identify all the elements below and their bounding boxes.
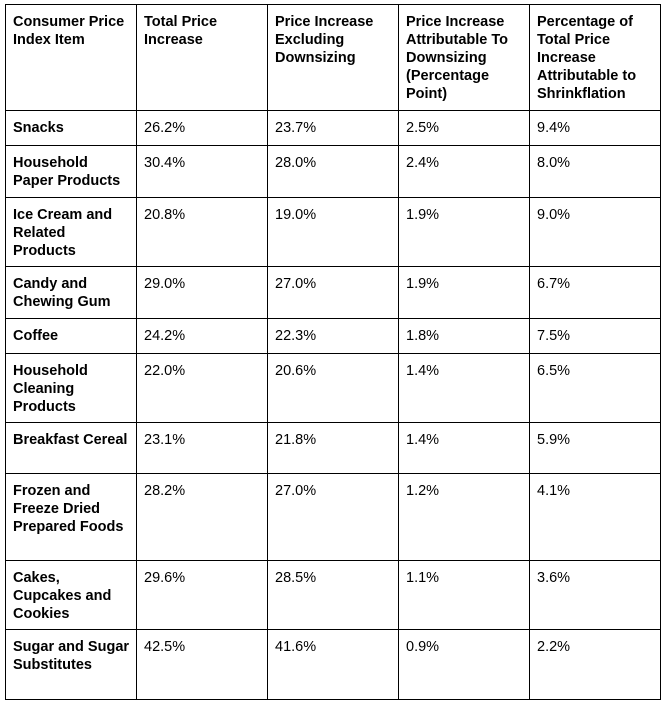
cell-downsizing: 1.9% xyxy=(398,197,530,267)
cell-item: Snacks xyxy=(5,110,137,146)
cell-item: Coffee xyxy=(5,318,137,354)
cell-shrinkflation-share: 7.5% xyxy=(529,318,661,354)
cell-excluding-downsizing: 27.0% xyxy=(267,266,399,319)
table-row: Cakes, Cupcakes and Cookies 29.6% 28.5% … xyxy=(5,560,661,630)
table-row: Sugar and Sugar Substitutes 42.5% 41.6% … xyxy=(5,629,661,700)
cell-shrinkflation-share: 2.2% xyxy=(529,629,661,700)
table-row: Household Paper Products 30.4% 28.0% 2.4… xyxy=(5,145,661,198)
cell-total-increase: 20.8% xyxy=(136,197,268,267)
cell-item: Cakes, Cupcakes and Cookies xyxy=(5,560,137,630)
cell-total-increase: 23.1% xyxy=(136,422,268,474)
cell-downsizing: 1.2% xyxy=(398,473,530,561)
cell-shrinkflation-share: 6.7% xyxy=(529,266,661,319)
cell-downsizing: 2.5% xyxy=(398,110,530,146)
header-price-increase-excluding-downsizing: Price Increase Excluding Downsizing xyxy=(267,4,399,111)
table-header-row: Consumer Price Index Item Total Price In… xyxy=(5,4,661,111)
cell-item: Frozen and Freeze Dried Prepared Foods xyxy=(5,473,137,561)
cell-total-increase: 28.2% xyxy=(136,473,268,561)
cpi-shrinkflation-table: Consumer Price Index Item Total Price In… xyxy=(5,4,661,700)
table-row: Breakfast Cereal 23.1% 21.8% 1.4% 5.9% xyxy=(5,422,661,474)
cell-shrinkflation-share: 4.1% xyxy=(529,473,661,561)
cell-downsizing: 0.9% xyxy=(398,629,530,700)
cell-shrinkflation-share: 5.9% xyxy=(529,422,661,474)
cell-downsizing: 1.4% xyxy=(398,422,530,474)
header-price-increase-downsizing: Price Increase Attributable To Downsizin… xyxy=(398,4,530,111)
table-row: Snacks 26.2% 23.7% 2.5% 9.4% xyxy=(5,110,661,146)
cell-shrinkflation-share: 9.4% xyxy=(529,110,661,146)
cell-total-increase: 29.0% xyxy=(136,266,268,319)
cell-total-increase: 24.2% xyxy=(136,318,268,354)
cell-downsizing: 1.1% xyxy=(398,560,530,630)
cell-total-increase: 42.5% xyxy=(136,629,268,700)
cell-excluding-downsizing: 23.7% xyxy=(267,110,399,146)
cell-item: Breakfast Cereal xyxy=(5,422,137,474)
cell-excluding-downsizing: 22.3% xyxy=(267,318,399,354)
cell-total-increase: 29.6% xyxy=(136,560,268,630)
table-row: Coffee 24.2% 22.3% 1.8% 7.5% xyxy=(5,318,661,354)
cell-total-increase: 30.4% xyxy=(136,145,268,198)
cell-downsizing: 2.4% xyxy=(398,145,530,198)
cell-shrinkflation-share: 3.6% xyxy=(529,560,661,630)
cell-total-increase: 22.0% xyxy=(136,353,268,423)
cell-shrinkflation-share: 8.0% xyxy=(529,145,661,198)
cell-excluding-downsizing: 28.5% xyxy=(267,560,399,630)
cell-excluding-downsizing: 20.6% xyxy=(267,353,399,423)
cell-item: Candy and Chewing Gum xyxy=(5,266,137,319)
cell-downsizing: 1.9% xyxy=(398,266,530,319)
cell-excluding-downsizing: 27.0% xyxy=(267,473,399,561)
cell-shrinkflation-share: 6.5% xyxy=(529,353,661,423)
header-cpi-item: Consumer Price Index Item xyxy=(5,4,137,111)
cell-total-increase: 26.2% xyxy=(136,110,268,146)
cell-item: Household Cleaning Products xyxy=(5,353,137,423)
table-row: Frozen and Freeze Dried Prepared Foods 2… xyxy=(5,473,661,561)
table-row: Candy and Chewing Gum 29.0% 27.0% 1.9% 6… xyxy=(5,266,661,319)
cell-excluding-downsizing: 41.6% xyxy=(267,629,399,700)
cell-shrinkflation-share: 9.0% xyxy=(529,197,661,267)
cell-downsizing: 1.8% xyxy=(398,318,530,354)
header-total-price-increase: Total Price Increase xyxy=(136,4,268,111)
cell-item: Household Paper Products xyxy=(5,145,137,198)
cell-excluding-downsizing: 21.8% xyxy=(267,422,399,474)
header-percentage-shrinkflation: Percentage of Total Price Increase Attri… xyxy=(529,4,661,111)
cell-item: Ice Cream and Related Products xyxy=(5,197,137,267)
cell-item: Sugar and Sugar Substitutes xyxy=(5,629,137,700)
table-row: Household Cleaning Products 22.0% 20.6% … xyxy=(5,353,661,423)
table-row: Ice Cream and Related Products 20.8% 19.… xyxy=(5,197,661,267)
cell-excluding-downsizing: 28.0% xyxy=(267,145,399,198)
cell-excluding-downsizing: 19.0% xyxy=(267,197,399,267)
cell-downsizing: 1.4% xyxy=(398,353,530,423)
